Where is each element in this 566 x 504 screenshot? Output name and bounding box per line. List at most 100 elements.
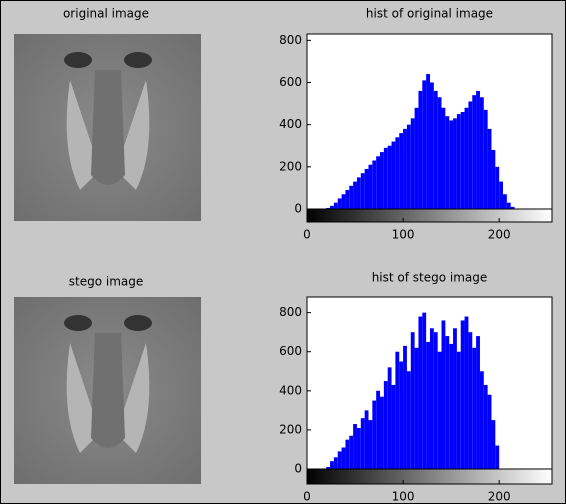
bar: [414, 347, 419, 469]
bar: [460, 320, 465, 469]
bar: [360, 418, 365, 469]
bar: [395, 351, 400, 469]
bar: [476, 90, 480, 209]
bar: [360, 173, 365, 209]
bar: [433, 90, 438, 209]
bar: [445, 336, 450, 469]
bar: [395, 137, 400, 209]
bar: [410, 118, 415, 209]
bar: [380, 396, 384, 469]
bar: [472, 347, 477, 469]
bar: [410, 332, 415, 469]
bar: [468, 332, 473, 469]
bar: [437, 351, 442, 469]
bar: [376, 390, 381, 469]
bar: [353, 424, 357, 469]
y-tick-label: 400: [279, 117, 302, 131]
bar: [464, 316, 469, 469]
bar: [479, 97, 484, 209]
y-tick-label: 400: [279, 383, 302, 397]
bar: [418, 316, 423, 469]
bar: [422, 312, 427, 469]
bar: [506, 202, 511, 209]
bar: [479, 371, 484, 469]
colorbar: [306, 208, 553, 223]
bar: [499, 181, 503, 209]
bar: [341, 447, 346, 469]
bar: [453, 328, 457, 469]
bar: [453, 118, 457, 209]
bar: [368, 164, 373, 209]
bar: [483, 384, 488, 469]
bar: [445, 116, 450, 209]
bar: [333, 202, 338, 209]
x-tick-label: 200: [488, 228, 511, 242]
bar: [491, 420, 496, 469]
x-tick-label: 100: [392, 490, 415, 504]
bar: [456, 114, 461, 209]
y-tick-label: 600: [279, 344, 302, 358]
image-title: original image: [63, 7, 149, 21]
bar: [364, 410, 369, 469]
bar: [326, 207, 331, 209]
bar: [406, 124, 411, 209]
bar: [399, 133, 404, 209]
bar: [383, 381, 388, 469]
bar: [341, 194, 346, 209]
bar: [456, 351, 461, 469]
x-tick-label: 0: [303, 228, 311, 242]
bar: [487, 128, 492, 209]
bar: [330, 205, 334, 209]
bar: [441, 107, 446, 209]
x-tick-label: 0: [303, 490, 311, 504]
bar: [449, 120, 454, 209]
bar: [345, 190, 350, 209]
bar: [356, 177, 361, 209]
image-title: stego image: [69, 275, 144, 289]
bar: [422, 80, 427, 209]
bar: [349, 435, 354, 469]
bar: [403, 345, 407, 469]
image-stego: [14, 297, 201, 484]
y-tick-label: 200: [279, 422, 302, 436]
y-tick-label: 0: [294, 202, 302, 216]
bar: [510, 206, 515, 209]
bar: [387, 145, 392, 209]
bar: [372, 160, 377, 209]
bar: [495, 445, 500, 469]
bar: [418, 90, 423, 209]
bar: [414, 107, 419, 209]
bar: [364, 168, 369, 209]
x-tick-label: 100: [392, 228, 415, 242]
bar: [476, 336, 480, 469]
bar: [491, 149, 496, 209]
y-tick-label: 0: [294, 462, 302, 476]
bar: [372, 400, 377, 469]
bar: [330, 461, 334, 469]
chart-title: hist of stego image: [372, 271, 488, 285]
bar: [433, 332, 438, 469]
bar: [483, 109, 488, 209]
y-tick-label: 800: [279, 305, 302, 319]
bar: [437, 97, 442, 209]
bar: [426, 341, 430, 469]
bar: [464, 107, 469, 209]
image-original: [14, 34, 201, 221]
bar: [391, 384, 396, 469]
bar: [337, 198, 342, 209]
colorbar: [306, 468, 553, 485]
bar: [326, 467, 331, 469]
bar: [356, 427, 361, 469]
bar: [403, 128, 407, 209]
chart-title: hist of original image: [366, 7, 493, 21]
bar: [368, 420, 373, 469]
bar: [337, 451, 342, 469]
y-tick-label: 200: [279, 159, 302, 173]
bar: [429, 82, 434, 209]
bar: [441, 320, 446, 469]
bar: [426, 74, 430, 209]
y-tick-label: 600: [279, 75, 302, 89]
bar: [472, 95, 477, 209]
x-tick-label: 200: [488, 490, 511, 504]
